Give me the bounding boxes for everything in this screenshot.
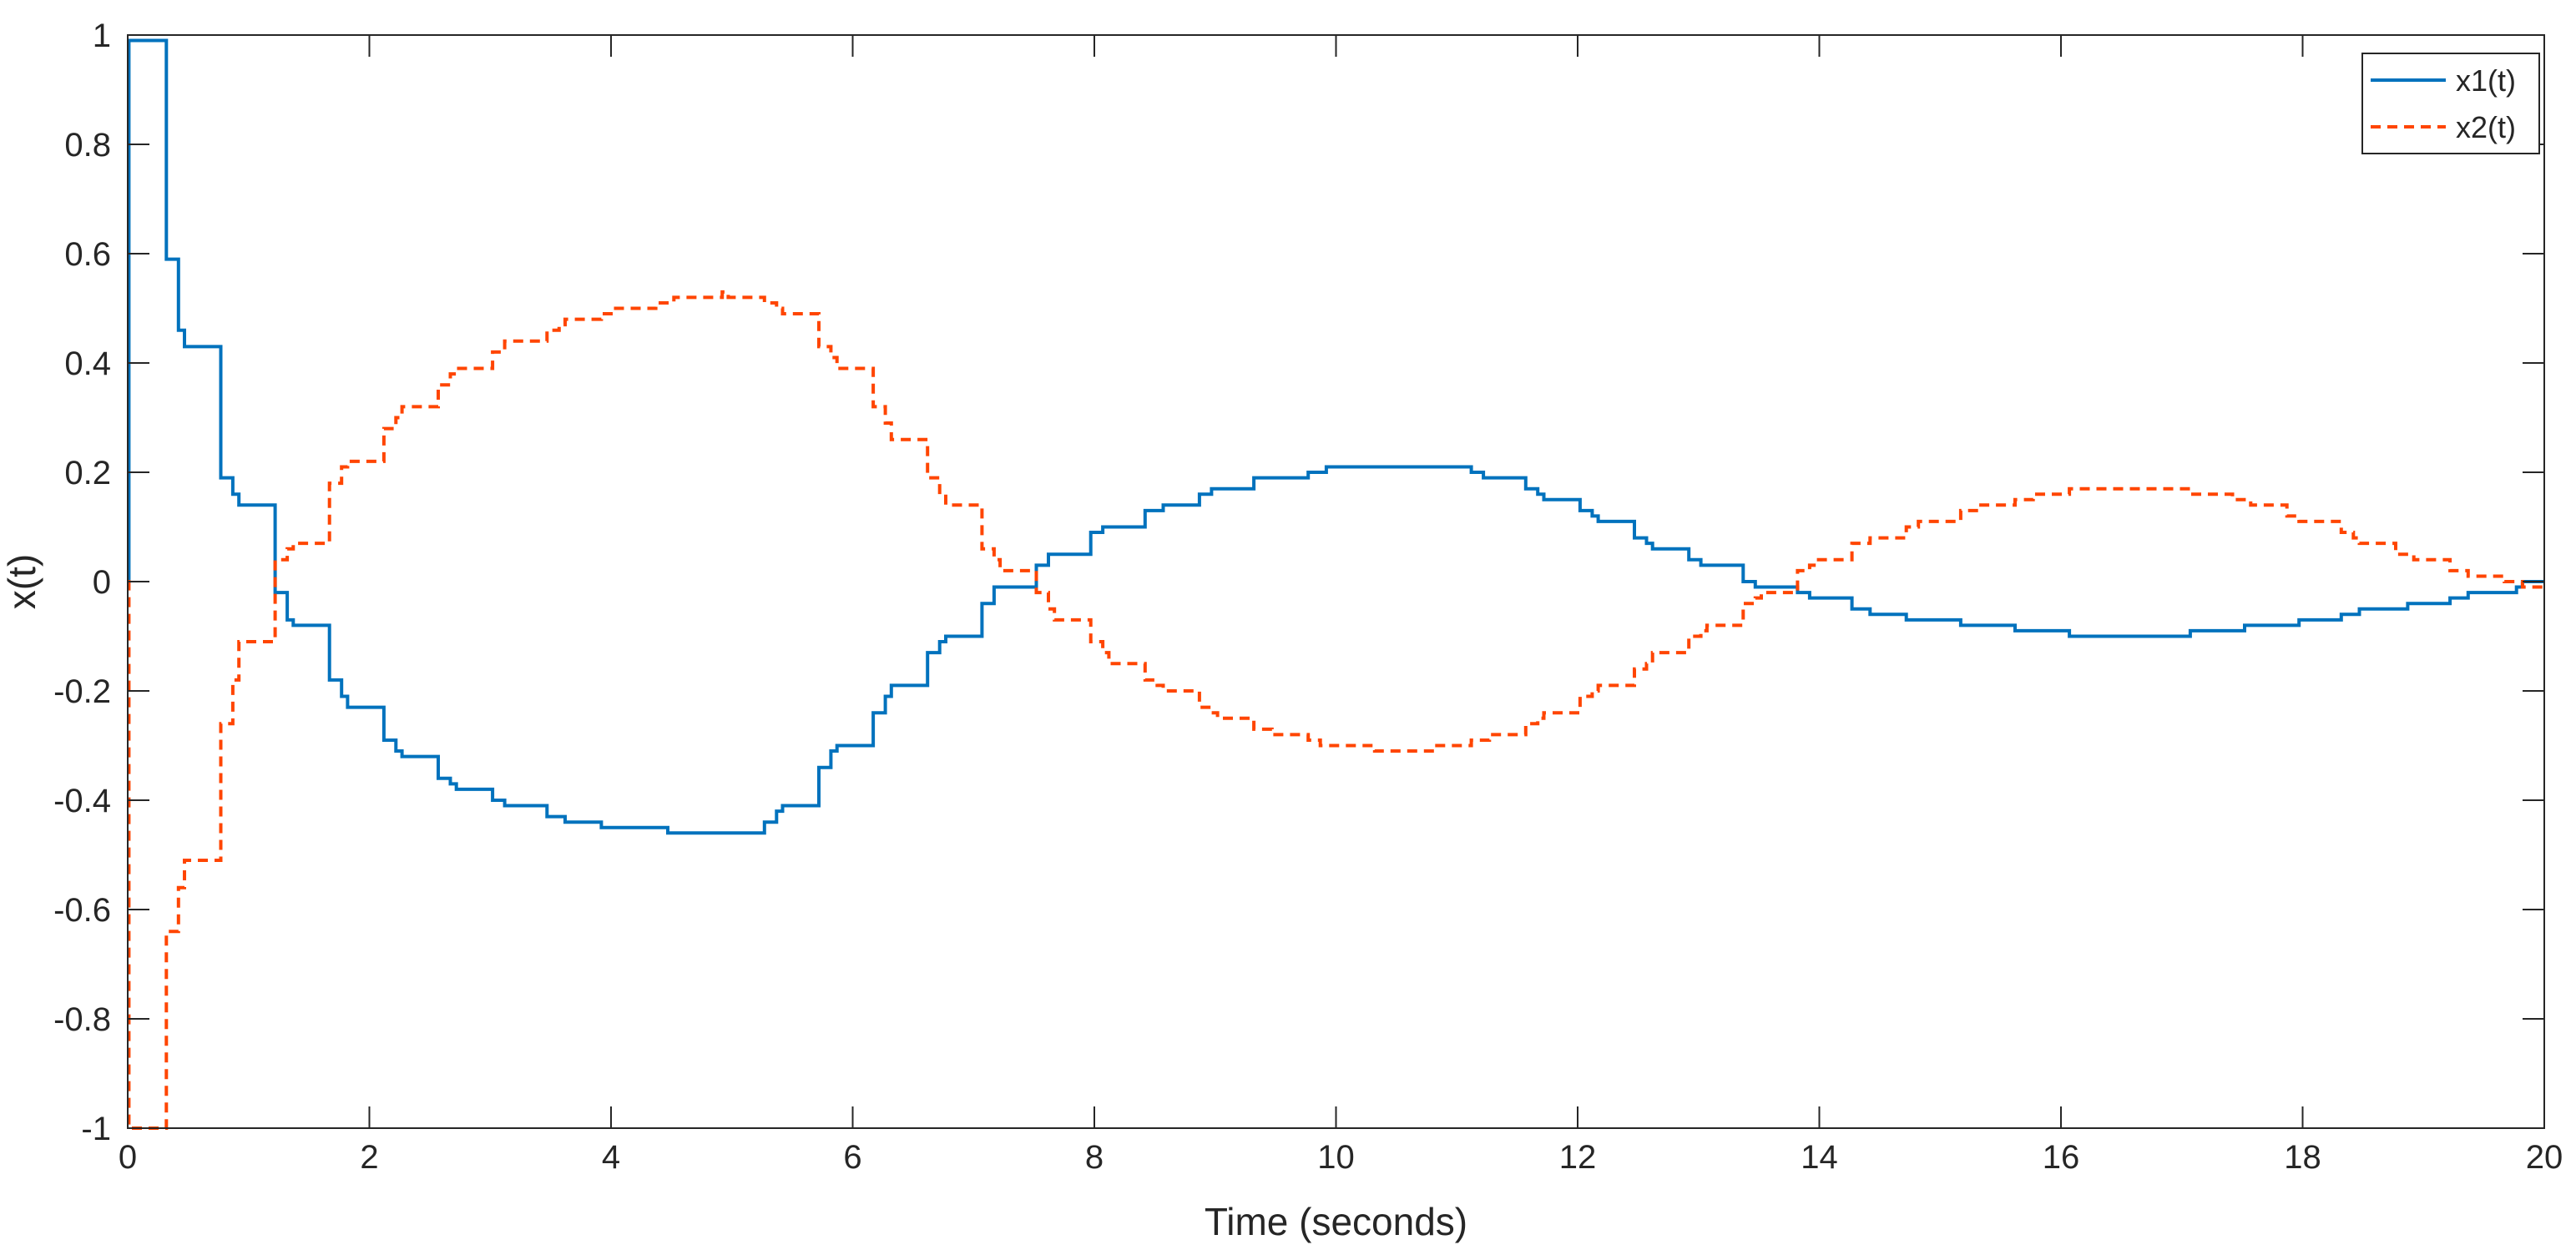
- y-tick-label: 0: [93, 564, 111, 601]
- x-tick-label: 4: [602, 1139, 620, 1176]
- y-tick-label: -0.4: [53, 783, 111, 819]
- x-tick-label: 12: [1559, 1139, 1597, 1176]
- legend-label-x2: x2(t): [2456, 110, 2516, 144]
- y-axis-label: x(t): [0, 554, 43, 609]
- series-line-x2: [128, 290, 2544, 1130]
- axes-box: [127, 34, 2545, 1129]
- y-tick-label: 1: [93, 18, 111, 54]
- tick-labels: 0 2 4 6 8 10 12 14 16 18 20 -1 -0.8 -0.6 -0.4 -0.2 0 0.2 0…: [53, 18, 2563, 1176]
- y-tick-label: 0.6: [64, 236, 111, 273]
- legend-label-x1: x1(t): [2456, 63, 2516, 98]
- y-tick-label: -0.2: [53, 673, 111, 710]
- y-tick-label: -0.6: [53, 892, 111, 929]
- x-tick-label: 18: [2284, 1139, 2321, 1176]
- legend-box: [2361, 53, 2540, 154]
- y-tick-label: -0.8: [53, 1001, 111, 1038]
- legend: x1(t) x2(t): [2361, 53, 2540, 154]
- x-tick-label: 0: [119, 1139, 137, 1176]
- x-tick-label: 6: [843, 1139, 861, 1176]
- x-axis-label: Time (seconds): [1205, 1200, 1467, 1243]
- x-tick-label: 14: [1801, 1139, 1838, 1176]
- x-tick-label: 16: [2043, 1139, 2080, 1176]
- x-tick-label: 10: [1317, 1139, 1355, 1176]
- x-tick-label: 2: [360, 1139, 378, 1176]
- y-tick-label: 0.2: [64, 455, 111, 491]
- x-tick-label: 20: [2526, 1139, 2563, 1176]
- y-tick-label: -1: [81, 1111, 111, 1147]
- series-line-x1: [128, 38, 2544, 835]
- x-tick-label: 8: [1085, 1139, 1104, 1176]
- y-tick-label: 0.4: [64, 345, 111, 382]
- y-tick-label: 0.8: [64, 127, 111, 164]
- plot-area: [128, 38, 2544, 1130]
